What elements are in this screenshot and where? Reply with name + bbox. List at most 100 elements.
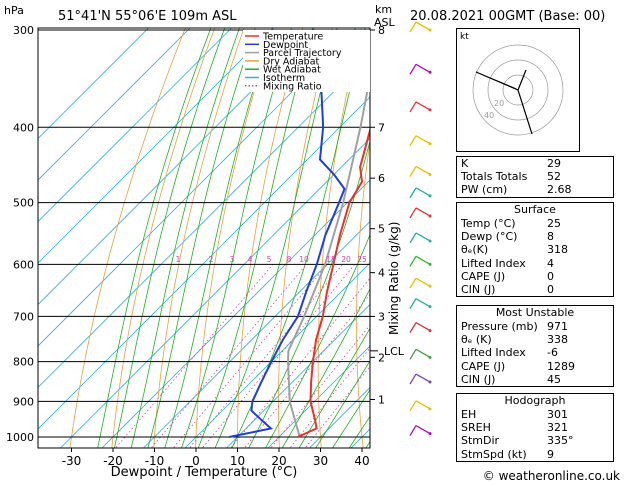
index-name: θₑ (K) xyxy=(461,333,492,347)
index-value: 335° xyxy=(547,434,574,448)
hodograph-unit-label: kt xyxy=(460,32,469,42)
hodograph-trace xyxy=(475,69,533,135)
wind-barb xyxy=(415,255,431,265)
mixing-ratio-line xyxy=(150,264,307,448)
table-row: Temp (°C) 25 xyxy=(457,217,613,230)
index-name: PW (cm) xyxy=(461,183,508,197)
wind-barb xyxy=(415,348,431,358)
dry-adiabat-line xyxy=(278,28,333,448)
legend-entry: Dry Adiabat xyxy=(263,56,320,67)
wind-barb-flag xyxy=(409,400,417,412)
pressure-tick-label: 700 xyxy=(13,310,34,323)
temperature-line xyxy=(297,126,370,438)
dry-adiabat-line xyxy=(356,138,370,448)
index-name: EH xyxy=(461,408,477,421)
wind-barb-flag xyxy=(409,277,417,289)
x-tick-label: 0 xyxy=(192,454,200,468)
dewpoint-line xyxy=(228,29,364,438)
index-value: 971 xyxy=(547,320,568,333)
wet-adiabat-line xyxy=(97,28,212,448)
wind-barb xyxy=(415,207,431,217)
index-value: 0 xyxy=(547,269,554,283)
wet-adiabat-line xyxy=(298,327,370,448)
hodograph-ring xyxy=(472,44,564,136)
table-row: CAPE (J) 0 xyxy=(457,270,613,283)
wind-barb xyxy=(415,135,431,145)
copyright-text: © weatheronline.co.uk xyxy=(483,469,620,483)
wind-barb xyxy=(415,400,431,410)
x-tick-label: 20 xyxy=(271,454,286,468)
wind-barb-flag xyxy=(409,207,417,219)
index-name: θₑ(K) xyxy=(461,243,489,257)
dry-adiabat-line xyxy=(317,28,362,448)
mixing-ratio-label: 15 xyxy=(326,255,336,264)
isotherm-line xyxy=(267,345,370,448)
wind-barb-base xyxy=(428,305,432,309)
wind-barb-flag xyxy=(409,232,417,244)
mixing-ratio-label: 4 xyxy=(248,255,253,264)
stability-indices-table: K 29 Totals Totals 52 PW (cm) 2.68 xyxy=(456,156,614,198)
wind-barb-flag xyxy=(409,166,417,177)
isotherm-line xyxy=(184,262,370,448)
datetime-title: 20.08.2021 00GMT (Base: 00) xyxy=(410,9,605,24)
wet-adiabat-line xyxy=(331,389,370,448)
mixing-ratio-line xyxy=(244,293,370,448)
mixing-ratio-label: 10 xyxy=(299,255,309,264)
asl-label: ASL xyxy=(374,16,396,29)
table-section-title: Surface xyxy=(514,203,556,216)
index-name: K xyxy=(461,157,469,170)
wind-barb-base xyxy=(428,329,432,333)
index-value: 45 xyxy=(547,372,561,386)
mixing-ratio-line xyxy=(172,264,328,448)
index-value: 2.68 xyxy=(547,183,572,197)
wet-adiabat-line xyxy=(113,28,226,448)
wind-barb xyxy=(415,21,431,31)
table-row: Lifted Index -6 xyxy=(457,346,613,359)
wind-barb-base xyxy=(428,432,432,436)
mixing-ratio-line xyxy=(188,264,344,448)
x-tick-label: 10 xyxy=(230,454,245,468)
table-row: StmDir 335° xyxy=(457,434,613,447)
table-row: CIN (J) 0 xyxy=(457,283,613,296)
mixing-ratio-line xyxy=(115,264,274,448)
wind-barb-flag xyxy=(409,322,417,333)
wet-adiabat-line xyxy=(281,288,370,448)
table-row: CAPE (J) 1289 xyxy=(457,360,613,373)
lcl-label: LCL xyxy=(384,345,405,358)
parcel-trajectory-line xyxy=(287,71,370,438)
table-row: Pressure (mb) 971 xyxy=(457,320,613,333)
mixing-ratio-label: 1 xyxy=(176,255,181,264)
pressure-tick-label: 500 xyxy=(13,197,34,210)
table-section-title: Most Unstable xyxy=(495,306,575,319)
hodograph-ring xyxy=(502,74,534,106)
km-tick-label: 8 xyxy=(378,24,385,37)
wet-adiabat-line xyxy=(231,28,366,448)
index-name: CIN (J) xyxy=(461,372,496,386)
index-value: 29 xyxy=(547,157,561,170)
wind-barb-base xyxy=(428,214,432,218)
wet-adiabat-line xyxy=(130,28,240,448)
index-name: Lifted Index xyxy=(461,256,526,270)
hpa-label: hPa xyxy=(4,4,24,17)
dry-adiabat-line xyxy=(153,28,245,448)
pressure-tick-label: 600 xyxy=(13,258,34,271)
hodograph-ring-label: 20 xyxy=(494,99,504,108)
mixing-ratio-label: 5 xyxy=(267,255,272,264)
wind-barb-flag xyxy=(409,425,417,436)
wind-barb-flag xyxy=(409,135,417,147)
wind-barb xyxy=(415,187,431,197)
table-row: θₑ (K) 338 xyxy=(457,333,613,346)
wind-barb xyxy=(415,63,431,73)
legend-entry: Mixing Ratio xyxy=(263,81,322,92)
index-name: StmDir xyxy=(461,434,500,448)
legend-box xyxy=(243,30,370,92)
pressure-tick-label: 300 xyxy=(13,24,34,37)
table-row: PW (cm) 2.68 xyxy=(457,183,613,196)
index-name: Pressure (mb) xyxy=(461,320,538,333)
index-value: 338 xyxy=(547,333,568,347)
dry-adiabat-line xyxy=(195,28,274,448)
wind-barb-base xyxy=(428,380,432,384)
isotherm-line xyxy=(38,96,370,430)
mixing-ratio-label: 20 xyxy=(341,255,351,264)
wind-barb-base xyxy=(428,284,432,288)
